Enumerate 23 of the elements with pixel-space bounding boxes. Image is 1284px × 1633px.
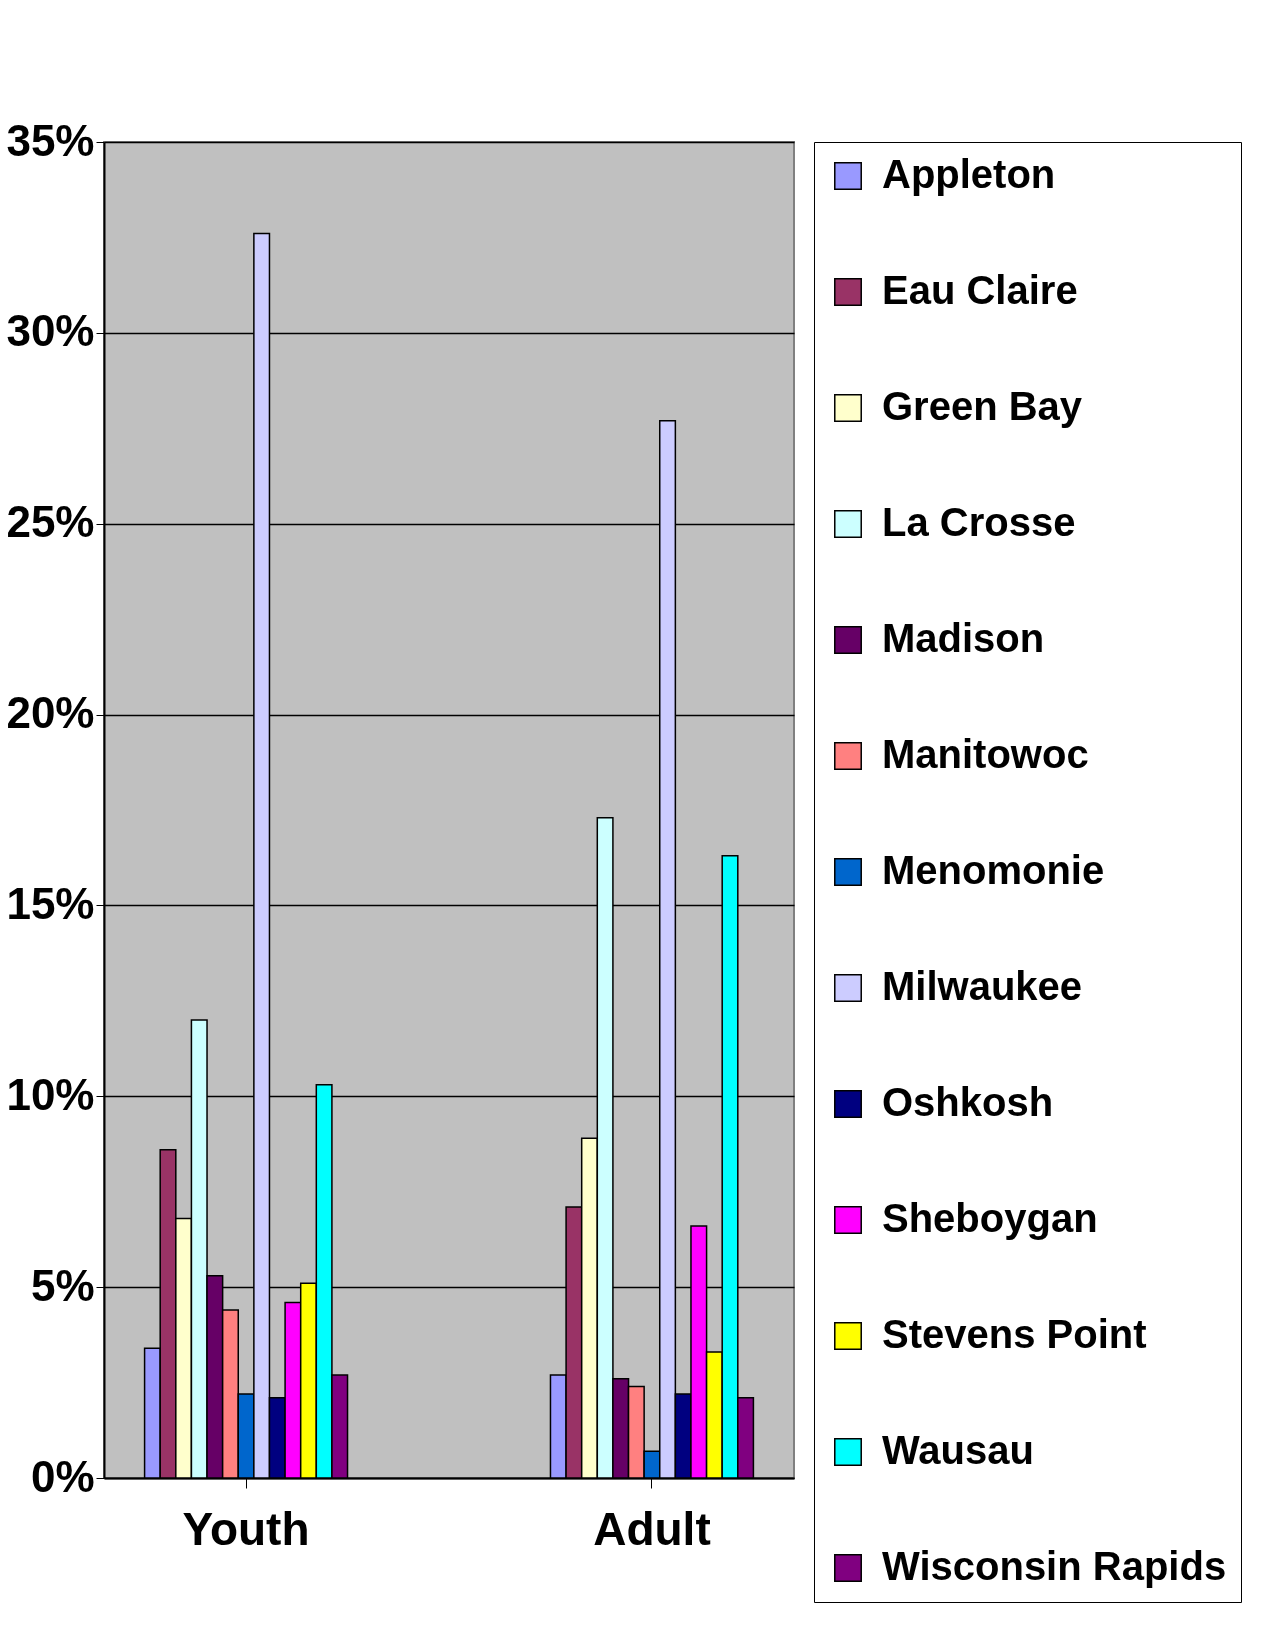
legend-label: La Crosse xyxy=(882,500,1076,544)
legend-label: Wisconsin Rapids xyxy=(882,1544,1227,1588)
legend-label: Sheboygan xyxy=(882,1196,1098,1240)
y-tick-label: 35% xyxy=(6,115,95,165)
legend-label: Menomonie xyxy=(882,848,1105,892)
legend-label: Manitowoc xyxy=(882,732,1089,776)
legend-label: Madison xyxy=(882,616,1045,660)
y-tick-label: 25% xyxy=(6,497,95,547)
y-tick-label: 15% xyxy=(6,878,95,928)
legend-label: Milwaukee xyxy=(882,964,1083,1008)
y-tick-label: 30% xyxy=(6,306,95,356)
x-tick-label: Youth xyxy=(182,1502,310,1555)
legend-label: Green Bay xyxy=(882,384,1083,428)
legend-label: Appleton xyxy=(882,152,1056,196)
legend-label: Stevens Point xyxy=(882,1312,1147,1356)
x-tick-label: Adult xyxy=(593,1502,711,1555)
legend-label: Oshkosh xyxy=(882,1080,1054,1124)
y-tick-label: 5% xyxy=(30,1260,95,1310)
legend-label: Wausau xyxy=(882,1428,1034,1472)
y-tick-label: 0% xyxy=(30,1451,95,1501)
y-tick-label: 20% xyxy=(6,688,95,738)
y-tick-label: 10% xyxy=(6,1069,95,1119)
legend-label: Eau Claire xyxy=(882,268,1078,312)
